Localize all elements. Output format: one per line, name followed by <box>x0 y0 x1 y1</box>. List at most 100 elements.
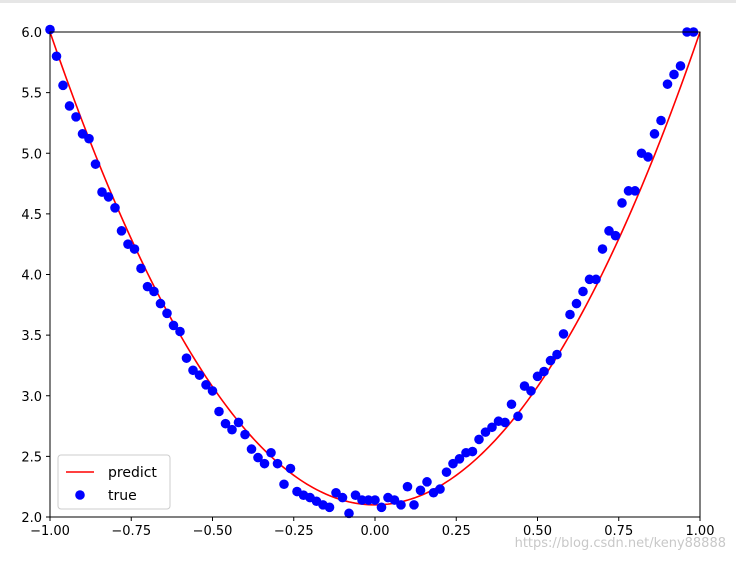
true-point <box>253 452 263 463</box>
true-point <box>103 192 114 202</box>
true-point <box>168 320 179 331</box>
true-point <box>175 326 185 337</box>
true-point <box>415 485 426 496</box>
true-point <box>435 484 445 494</box>
legend-box <box>57 454 171 510</box>
true-point <box>240 429 250 440</box>
y-tick-label: 2.0 <box>21 511 42 526</box>
true-point <box>344 508 354 519</box>
true-point <box>84 133 94 144</box>
true-point <box>617 198 627 208</box>
y-tick-label: 5.0 <box>21 147 42 162</box>
true-point <box>454 454 465 464</box>
true-point <box>58 80 68 91</box>
true-point <box>662 79 673 89</box>
legend: predict true <box>57 454 171 510</box>
true-point <box>630 186 640 196</box>
tick-layer: −1.00 −0.75 −0.50 −0.25 0.00 0.25 0.50 0.75 1.00… <box>21 26 714 539</box>
true-point <box>181 353 192 363</box>
true-point <box>591 274 601 285</box>
true-point <box>246 444 257 454</box>
true-point <box>409 500 419 510</box>
x-tick-label: −0.75 <box>111 524 151 539</box>
window-top-border <box>0 0 736 3</box>
true-point <box>370 495 380 505</box>
legend-predict-label: predict <box>108 465 157 481</box>
true-point <box>116 226 127 236</box>
legend-true-swatch <box>75 490 85 500</box>
true-points-layer <box>45 24 699 519</box>
true-point <box>552 349 562 360</box>
x-tick-label: 0.00 <box>361 524 390 539</box>
legend-true-label: true <box>108 488 137 504</box>
axes-frame <box>49 31 701 518</box>
true-point <box>578 286 588 297</box>
true-point <box>214 406 224 417</box>
true-point <box>259 458 270 469</box>
true-point <box>155 298 166 309</box>
y-tick-label: 2.5 <box>21 450 42 465</box>
true-point <box>376 502 387 513</box>
y-tick-label: 3.0 <box>21 390 42 405</box>
true-point <box>506 399 517 410</box>
true-point <box>220 418 231 429</box>
true-point <box>51 51 62 62</box>
true-point <box>474 434 484 445</box>
true-point <box>656 115 666 126</box>
true-point <box>194 370 205 380</box>
true-point <box>643 152 653 162</box>
true-point <box>500 417 510 428</box>
y-tick-label: 3.5 <box>21 329 42 344</box>
true-point <box>675 61 686 71</box>
x-tick-label: 0.50 <box>523 524 552 539</box>
true-point <box>110 203 120 213</box>
true-point <box>279 479 289 490</box>
x-tick-label: 1.00 <box>686 524 715 539</box>
true-point <box>233 417 244 428</box>
true-point <box>669 69 679 80</box>
true-point <box>136 263 146 274</box>
true-point <box>64 101 75 111</box>
true-point <box>71 112 81 122</box>
true-point <box>149 286 159 297</box>
predict-line-layer <box>49 31 701 506</box>
x-tick-label: −0.50 <box>193 524 233 539</box>
true-point <box>649 129 660 139</box>
true-point <box>526 386 536 396</box>
true-point <box>337 492 348 503</box>
true-point <box>266 447 276 458</box>
true-point <box>207 386 218 396</box>
y-tick-label: 5.5 <box>21 87 42 102</box>
true-point <box>467 446 478 457</box>
true-point <box>272 458 283 469</box>
true-point <box>597 244 608 254</box>
true-point <box>324 502 335 513</box>
predict-line <box>49 31 701 506</box>
true-point <box>227 424 237 435</box>
x-tick-label: −1.00 <box>30 524 70 539</box>
y-tick-label: 6.0 <box>21 26 42 41</box>
y-tick-label: 4.5 <box>21 208 42 223</box>
true-point <box>422 477 432 487</box>
true-point <box>402 481 413 492</box>
y-tick-label: 4.0 <box>21 269 42 284</box>
x-tick-label: −0.25 <box>274 524 314 539</box>
true-point <box>610 230 621 241</box>
watermark: https://blog.csdn.net/keny88888 <box>514 536 726 551</box>
true-point <box>487 422 497 433</box>
true-point <box>571 298 582 309</box>
true-point <box>396 500 406 510</box>
true-point <box>90 159 101 169</box>
true-point <box>441 467 452 477</box>
true-point <box>545 355 556 366</box>
true-point <box>285 463 296 474</box>
true-point <box>201 380 211 390</box>
true-point <box>129 244 140 254</box>
x-tick-label: 0.75 <box>604 524 633 539</box>
true-point <box>565 309 575 320</box>
true-point <box>558 329 569 339</box>
true-point <box>162 308 172 319</box>
true-point <box>539 366 549 377</box>
